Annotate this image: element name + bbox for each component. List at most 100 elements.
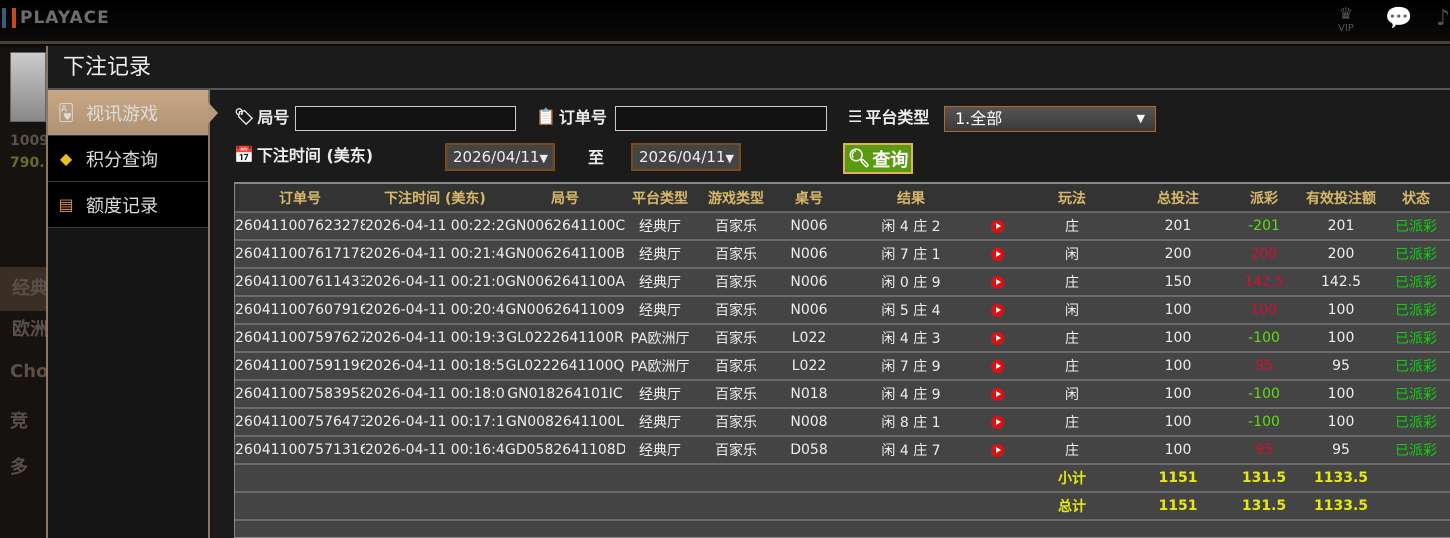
cell-order-no: 260411007607916 bbox=[235, 296, 365, 325]
cell-platform-type: PA欧洲厅 bbox=[625, 352, 695, 381]
date-from-picker[interactable]: 2026/04/11▼ bbox=[445, 143, 555, 171]
chat-icon[interactable]: 💬 bbox=[1385, 6, 1413, 31]
order-label: 📋 订单号 bbox=[536, 104, 607, 128]
video-replay-button[interactable] bbox=[981, 436, 1013, 465]
music-icon[interactable]: ♪ bbox=[1436, 6, 1450, 31]
time-label-text: 下注时间 (美东) bbox=[256, 146, 374, 165]
cell-total-bet: 100 bbox=[1131, 408, 1225, 437]
cell-game-type: 百家乐 bbox=[695, 408, 777, 437]
total-row: 总计 1151 131.5 1133.5 bbox=[235, 492, 1450, 521]
platform-label: ☰ 平台类型 bbox=[848, 104, 929, 128]
cell-game-type: 百家乐 bbox=[695, 268, 777, 297]
cell-round-no: GN0062641100B bbox=[505, 240, 625, 269]
cell-bet-type: 闲 bbox=[1013, 380, 1131, 409]
cell-game-type: 百家乐 bbox=[695, 436, 777, 465]
document-icon: ▤ bbox=[58, 195, 74, 214]
video-replay-button[interactable] bbox=[981, 268, 1013, 297]
video-replay-button[interactable] bbox=[981, 296, 1013, 325]
cell-bet-time: 2026-04-11 00:22:25 bbox=[365, 212, 505, 241]
cell-platform-type: 经典厅 bbox=[625, 240, 695, 269]
tag-icon: 🏷 bbox=[234, 106, 255, 126]
table-row: 260411007591196 2026-04-11 00:18:56 GL0222… bbox=[235, 352, 1450, 381]
cell-status: 已派彩 bbox=[1379, 408, 1450, 437]
play-icon bbox=[990, 247, 1004, 261]
cell-status: 已派彩 bbox=[1379, 380, 1450, 409]
cards-icon: 🂱 bbox=[57, 103, 75, 122]
cell-game-type: 百家乐 bbox=[695, 296, 777, 325]
order-input[interactable] bbox=[615, 106, 827, 131]
header-platform-type: 平台类型 bbox=[625, 184, 695, 213]
table-row: 260411007617178 2026-04-11 00:21:47 GN0062… bbox=[235, 240, 1450, 269]
cell-result: 闲 5 庄 4 bbox=[841, 296, 981, 325]
cell-order-no: 260411007597627 bbox=[235, 324, 365, 353]
subtotal-payout: 131.5 bbox=[1225, 464, 1303, 493]
order-label-text: 订单号 bbox=[558, 108, 607, 127]
cell-bet-type: 闲 bbox=[1013, 240, 1131, 269]
date-to-value: 2026/04/11 bbox=[639, 148, 726, 166]
cell-status: 已派彩 bbox=[1379, 212, 1450, 241]
cell-bet-time: 2026-04-11 00:21:47 bbox=[365, 240, 505, 269]
vip-icon[interactable]: ♛ VIP bbox=[1338, 4, 1354, 35]
sidebar-item-credit-records[interactable]: ▤ 额度记录 bbox=[48, 182, 208, 228]
sidebar: 🂱 视讯游戏 ◆ 积分查询 ▤ 额度记录 bbox=[48, 90, 218, 538]
round-input[interactable] bbox=[295, 106, 516, 131]
lobby-item: 欧洲 bbox=[12, 319, 48, 340]
cell-table-no: L022 bbox=[777, 352, 841, 381]
total-total-bet: 1151 bbox=[1131, 492, 1225, 521]
cell-total-bet: 200 bbox=[1131, 240, 1225, 269]
table-row: 260411007571316 2026-04-11 00:16:42 GD0582… bbox=[235, 436, 1450, 465]
play-icon bbox=[990, 331, 1004, 345]
cell-round-no: GN0082641100L bbox=[505, 408, 625, 437]
empty bbox=[1379, 492, 1450, 521]
sidebar-item-label: 额度记录 bbox=[86, 195, 158, 217]
cell-result: 闲 4 庄 9 bbox=[841, 380, 981, 409]
cell-order-no: 260411007583958 bbox=[235, 380, 365, 409]
cell-table-no: D058 bbox=[777, 436, 841, 465]
cell-table-no: N008 bbox=[777, 408, 841, 437]
cell-game-type: 百家乐 bbox=[695, 380, 777, 409]
lobby-item: Cho bbox=[10, 361, 46, 382]
cell-total-bet: 100 bbox=[1131, 352, 1225, 381]
video-replay-button[interactable] bbox=[981, 408, 1013, 437]
lobby-item: 多 bbox=[10, 457, 28, 478]
sidebar-item-points[interactable]: ◆ 积分查询 bbox=[48, 136, 208, 182]
video-replay-button[interactable] bbox=[981, 352, 1013, 381]
bet-record-table: 订单号 下注时间 (美东) 局号 平台类型 游戏类型 桌号 结果 玩法 总投注 派彩 有效投注额 状态… bbox=[234, 182, 1450, 538]
video-replay-button[interactable] bbox=[981, 240, 1013, 269]
header-table-no: 桌号 bbox=[777, 184, 841, 213]
header-valid-bet: 有效投注额 bbox=[1303, 184, 1379, 213]
header-bet-type: 玩法 bbox=[1013, 184, 1131, 213]
platform-select[interactable]: 1.全部 ▼ bbox=[944, 106, 1156, 132]
query-button[interactable]: 🔍︎ 查询 bbox=[843, 143, 913, 174]
cell-valid-bet: 100 bbox=[1303, 380, 1379, 409]
bet-record-modal: 下注记录 🂱 视讯游戏 ◆ 积分查询 ▤ 额度记录 🏷 局号 📋 订单号 ☰ 平台类型 1.… bbox=[46, 46, 1450, 538]
avatar bbox=[10, 52, 46, 122]
cell-bet-type: 闲 bbox=[1013, 296, 1131, 325]
cell-round-no: GN018264101IC bbox=[505, 380, 625, 409]
cell-bet-type: 庄 bbox=[1013, 352, 1131, 381]
round-label: 🏷 局号 bbox=[234, 104, 289, 128]
lobby-item: 经典 bbox=[0, 267, 46, 311]
cell-game-type: 百家乐 bbox=[695, 240, 777, 269]
play-icon bbox=[990, 359, 1004, 373]
cell-game-type: 百家乐 bbox=[695, 212, 777, 241]
cell-round-no: GL0222641100R bbox=[505, 324, 625, 353]
table-row: 260411007611433 2026-04-11 00:21:09 GN0062… bbox=[235, 268, 1450, 297]
cell-payout: 95 bbox=[1225, 436, 1303, 465]
video-replay-button[interactable] bbox=[981, 380, 1013, 409]
date-to-picker[interactable]: 2026/04/11▼ bbox=[631, 143, 741, 171]
modal-title: 下注记录 bbox=[48, 46, 1450, 90]
video-replay-button[interactable] bbox=[981, 212, 1013, 241]
video-replay-button[interactable] bbox=[981, 324, 1013, 353]
play-icon bbox=[990, 303, 1004, 317]
cell-status: 已派彩 bbox=[1379, 268, 1450, 297]
cell-platform-type: 经典厅 bbox=[625, 436, 695, 465]
total-payout: 131.5 bbox=[1225, 492, 1303, 521]
filter-bar: 🏷 局号 📋 订单号 ☰ 平台类型 1.全部 ▼ 📅 下注时间 (美东) 2026/04/… bbox=[234, 102, 1434, 182]
subtotal-valid-bet: 1133.5 bbox=[1303, 464, 1379, 493]
sidebar-item-live-games[interactable]: 🂱 视讯游戏 bbox=[48, 90, 218, 136]
chevron-down-icon: ▼ bbox=[725, 152, 734, 165]
platform-select-value: 1.全部 bbox=[955, 109, 1003, 128]
empty bbox=[1379, 464, 1450, 493]
cell-payout: 200 bbox=[1225, 240, 1303, 269]
